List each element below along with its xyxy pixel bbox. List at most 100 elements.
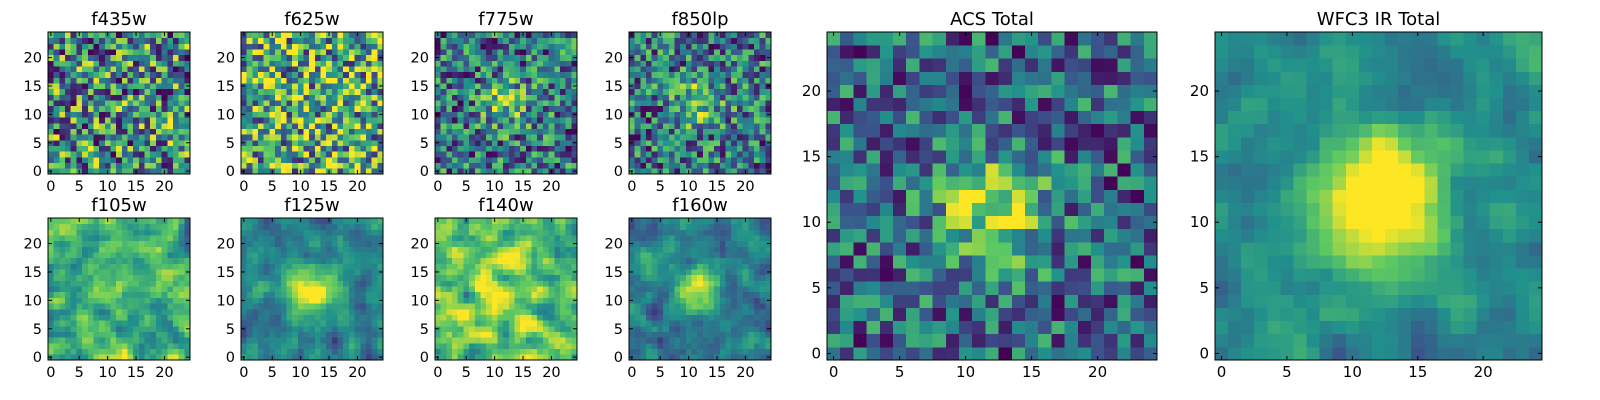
heatmap-cell	[309, 218, 316, 225]
heatmap-cell	[371, 320, 378, 327]
heatmap-cell	[59, 252, 66, 259]
heatmap-cell	[99, 269, 106, 276]
heatmap-cell	[668, 274, 675, 281]
heatmap-cell	[474, 54, 481, 61]
heatmap-cell	[371, 168, 378, 175]
heatmap-cell	[531, 252, 538, 259]
y-tick-label: 15	[217, 79, 235, 95]
heatmap-cell	[286, 246, 293, 253]
heatmap-cell	[685, 77, 692, 84]
heatmap-cell	[354, 240, 361, 247]
heatmap-cell	[167, 49, 174, 56]
heatmap-cell	[651, 342, 658, 350]
heatmap-cell	[292, 71, 299, 78]
heatmap-cell	[731, 37, 738, 44]
heatmap-cell	[657, 162, 664, 169]
heatmap-cell	[503, 145, 510, 152]
heatmap-cell	[759, 60, 766, 67]
heatmap-cell	[725, 291, 732, 298]
heatmap-cell	[133, 280, 140, 287]
heatmap-cell	[759, 94, 766, 101]
heatmap-cell	[571, 77, 578, 84]
heatmap-cell	[525, 37, 532, 44]
heatmap-cell	[252, 354, 259, 361]
heatmap-cell	[127, 145, 134, 152]
heatmap-cell	[452, 303, 459, 310]
heatmap-cell	[155, 128, 162, 135]
heatmap-cell	[634, 156, 641, 164]
heatmap-cell	[360, 71, 367, 78]
heatmap-cell	[331, 354, 338, 361]
heatmap-cell	[514, 286, 521, 293]
heatmap-cell	[297, 134, 304, 141]
heatmap-cell	[559, 274, 567, 281]
heatmap-cell	[497, 162, 504, 169]
heatmap-cell	[685, 134, 692, 141]
heatmap-cell	[184, 105, 191, 112]
heatmap-cell	[127, 100, 134, 107]
heatmap-cell	[663, 320, 670, 327]
heatmap-cell	[520, 151, 527, 158]
heatmap-cell	[508, 297, 515, 304]
heatmap-cell	[150, 280, 157, 287]
heatmap-cell	[674, 100, 681, 107]
heatmap-cell	[246, 274, 253, 281]
heatmap-cell	[508, 229, 515, 236]
heatmap-cell	[116, 314, 123, 321]
heatmap-cell	[486, 66, 493, 73]
heatmap-cell	[258, 331, 265, 338]
heatmap-cell	[178, 77, 185, 84]
heatmap-cell	[674, 32, 681, 39]
heatmap-cell	[702, 37, 709, 44]
heatmap-cell	[759, 348, 766, 355]
heatmap-cell	[76, 286, 83, 293]
heatmap-cell	[663, 348, 670, 355]
heatmap-cell	[651, 94, 658, 101]
heatmap-cell	[150, 139, 157, 146]
heatmap-cell	[748, 297, 755, 304]
heatmap-cell	[184, 257, 191, 264]
heatmap-cell	[116, 122, 123, 129]
heatmap-cell	[457, 162, 464, 169]
heatmap-cell	[463, 105, 470, 112]
heatmap-cell	[53, 286, 60, 293]
heatmap-cell	[554, 134, 561, 141]
heatmap-cell	[371, 145, 378, 152]
heatmap-cell	[559, 83, 567, 90]
heatmap-cell	[150, 111, 157, 118]
heatmap-cell	[138, 117, 145, 124]
heatmap-cell	[708, 77, 715, 84]
heatmap-cell	[297, 303, 304, 310]
heatmap-cell	[303, 134, 310, 141]
heatmap-cell	[765, 320, 772, 327]
heatmap-cell	[275, 111, 282, 118]
heatmap-cell	[269, 134, 276, 141]
heatmap-cell	[559, 252, 567, 259]
heatmap-cell	[133, 303, 140, 310]
heatmap-cell	[753, 66, 761, 73]
heatmap-cell	[292, 77, 299, 84]
heatmap-cell	[542, 246, 549, 253]
heatmap-cell	[640, 280, 647, 287]
heatmap-cell	[702, 156, 709, 164]
heatmap-cell	[480, 348, 487, 355]
heatmap-cell	[503, 117, 510, 124]
heatmap-cell	[121, 263, 128, 270]
heatmap-cell	[525, 325, 532, 332]
heatmap-cell	[559, 32, 567, 39]
heatmap-cell	[258, 43, 265, 50]
heatmap-cell	[286, 348, 293, 355]
heatmap-cell	[497, 269, 504, 276]
heatmap-cell	[446, 325, 453, 332]
heatmap-cell	[452, 240, 459, 247]
heatmap-cell	[263, 308, 270, 315]
heatmap-cell	[275, 235, 282, 242]
heatmap-cell	[297, 286, 304, 293]
heatmap-cell	[469, 308, 476, 315]
heatmap-cell	[548, 111, 555, 118]
heatmap-cell	[252, 88, 259, 95]
heatmap-cell	[326, 246, 333, 253]
heatmap-cell	[371, 66, 378, 73]
heatmap-cell	[280, 60, 287, 67]
